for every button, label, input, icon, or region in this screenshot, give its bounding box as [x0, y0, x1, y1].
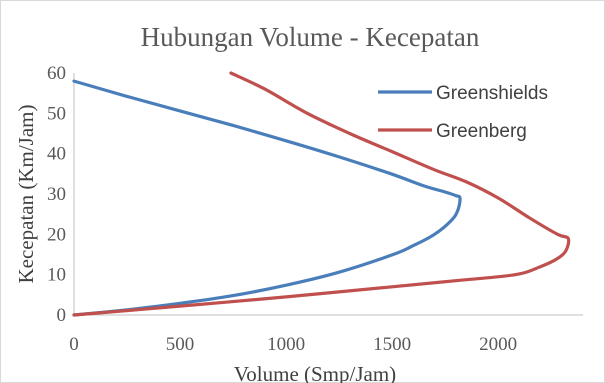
- y-tick-label: 20: [47, 224, 66, 245]
- y-tick-label: 50: [47, 103, 66, 124]
- legend-label-greenberg: Greenberg: [436, 121, 527, 142]
- series-layer: [72, 71, 571, 317]
- series-line-greenshields: [72, 79, 462, 317]
- chart-title: Hubungan Volume - Kecepatan: [141, 22, 480, 52]
- y-tick-label: 30: [47, 184, 66, 205]
- y-axis-label: Kecepatan (Km/Jam): [14, 104, 38, 283]
- legend-label-greenshields: Greenshields: [436, 83, 548, 104]
- x-tick-label: 500: [166, 334, 195, 355]
- y-tick-label: 10: [47, 265, 66, 286]
- y-tick-label: 40: [47, 144, 66, 165]
- axes: [73, 73, 583, 316]
- x-tick-label: 1000: [267, 334, 305, 355]
- x-tick-label: 0: [69, 334, 79, 355]
- y-tick-label: 0: [57, 305, 67, 326]
- x-axis-label: Volume (Smp/Jam): [234, 362, 396, 383]
- x-tick-label: 1500: [373, 334, 411, 355]
- series-line-greenberg: [72, 71, 571, 317]
- y-tick-label: 60: [47, 63, 66, 84]
- x-tick-label: 2000: [479, 334, 517, 355]
- tick-labels: 0 500 1000 1500 2000 0 10 20 30 40 50 60: [47, 63, 517, 355]
- legend: Greenshields Greenberg: [378, 83, 548, 142]
